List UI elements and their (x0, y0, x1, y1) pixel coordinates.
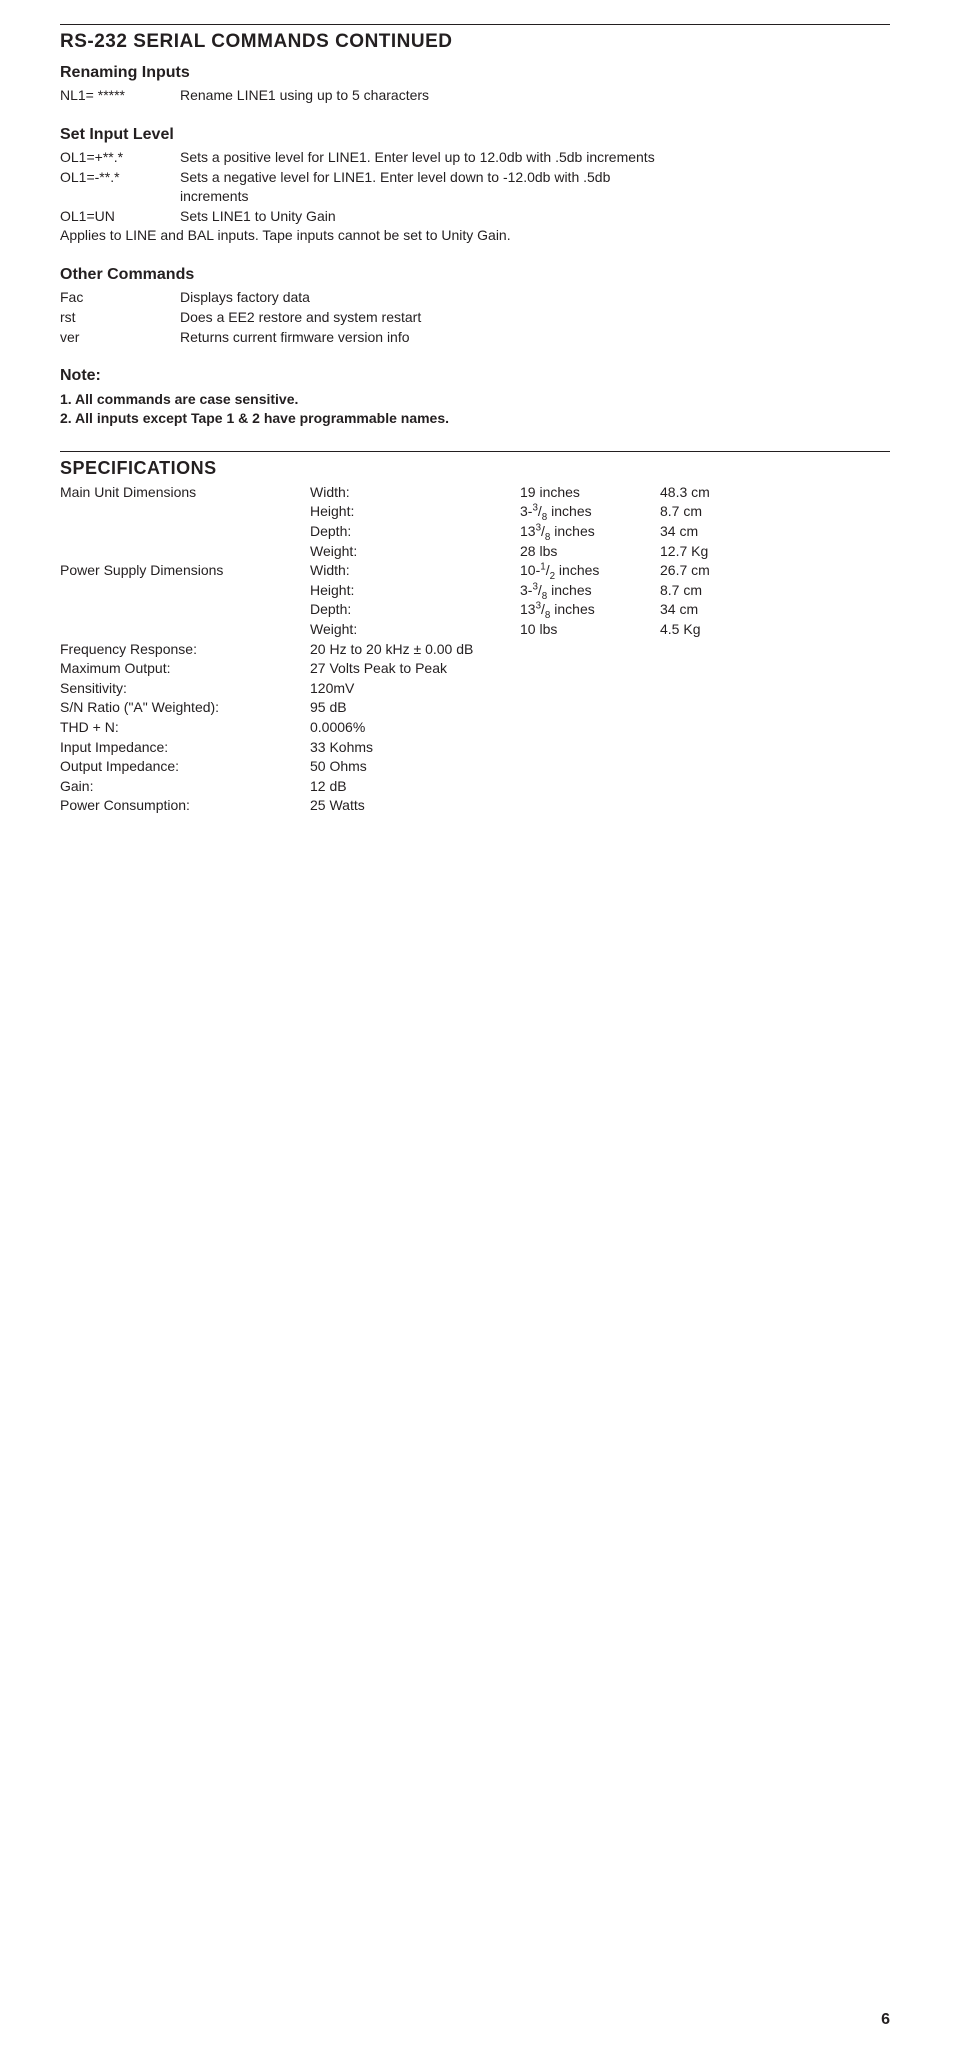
specs-v1: 133/8 inches (520, 522, 660, 542)
page-number: 6 (881, 2009, 890, 2031)
specs-v2: 34 cm (660, 600, 890, 620)
other-desc-0: Displays factory data (180, 288, 890, 308)
rename-heading: Renaming Inputs (60, 62, 890, 84)
specs-v2: 34 cm (660, 522, 890, 542)
specs-label: Frequency Response: (60, 640, 310, 660)
rename-desc: Rename LINE1 using up to 5 characters (180, 86, 890, 106)
specs-v1: 28 lbs (520, 542, 660, 562)
title: RS-232 SERIAL COMMANDS CONTINUED (60, 29, 890, 56)
specs-v2: 12.7 Kg (660, 542, 890, 562)
setlevel-row-1b: increments (60, 187, 890, 207)
specs-v1: 19 inches (520, 483, 660, 503)
specs-key: 12 dB (310, 777, 520, 797)
specs-key: 50 Ohms (310, 757, 520, 777)
setlevel-desc-1a: Sets a negative level for LINE1. Enter l… (180, 168, 890, 188)
specs-row: Input Impedance:33 Kohms (60, 738, 890, 758)
specs-v1: 3-3/8 inches (520, 502, 660, 522)
setlevel-row-0: OL1=+**.* Sets a positive level for LINE… (60, 148, 890, 168)
setlevel-note: Applies to LINE and BAL inputs. Tape inp… (60, 226, 890, 246)
other-cmd-1: rst (60, 308, 180, 328)
setlevel-cmd-2: OL1=UN (60, 207, 180, 227)
specs-key: Weight: (310, 542, 520, 562)
other-cmd-2: ver (60, 328, 180, 348)
rule-top (60, 24, 890, 25)
specs-row: Depth:133/8 inches34 cm (60, 600, 890, 620)
specs-label: Main Unit Dimensions (60, 483, 310, 503)
specs-label: Input Impedance: (60, 738, 310, 758)
specs-key: Height: (310, 581, 520, 601)
other-row-1: rst Does a EE2 restore and system restar… (60, 308, 890, 328)
specs-row: Output Impedance:50 Ohms (60, 757, 890, 777)
specs-v2: 4.5 Kg (660, 620, 890, 640)
specs-row: Weight:28 lbs12.7 Kg (60, 542, 890, 562)
specs-label: S/N Ratio ("A" Weighted): (60, 698, 310, 718)
rename-cmd: NL1= ***** (60, 86, 180, 106)
setlevel-cmd-1: OL1=-**.* (60, 168, 180, 188)
specs-label: Maximum Output: (60, 659, 310, 679)
other-desc-2: Returns current firmware version info (180, 328, 890, 348)
setlevel-row-1a: OL1=-**.* Sets a negative level for LINE… (60, 168, 890, 188)
specs-key: Width: (310, 483, 520, 503)
specs-row: Weight:10 lbs4.5 Kg (60, 620, 890, 640)
other-cmd-0: Fac (60, 288, 180, 308)
notes-heading: Note: (60, 365, 890, 387)
notes-line2: 2. All inputs except Tape 1 & 2 have pro… (60, 409, 890, 429)
specs-key: Width: (310, 561, 520, 581)
specs-row: Power Consumption:25 Watts (60, 796, 890, 816)
rename-row: NL1= ***** Rename LINE1 using up to 5 ch… (60, 86, 890, 106)
other-desc-1: Does a EE2 restore and system restart (180, 308, 890, 328)
other-heading: Other Commands (60, 264, 890, 286)
rule-specs (60, 451, 890, 452)
specs-row: Frequency Response:20 Hz to 20 kHz ± 0.0… (60, 640, 890, 660)
specs-v1: 3-3/8 inches (520, 581, 660, 601)
specs-v2: 8.7 cm (660, 581, 890, 601)
specs-row: THD + N:0.0006% (60, 718, 890, 738)
specs-key: Height: (310, 502, 520, 522)
other-row-0: Fac Displays factory data (60, 288, 890, 308)
specs-v1: 133/8 inches (520, 600, 660, 620)
specs-v1: 10 lbs (520, 620, 660, 640)
setlevel-desc-2: Sets LINE1 to Unity Gain (180, 207, 890, 227)
setlevel-row-2: OL1=UN Sets LINE1 to Unity Gain (60, 207, 890, 227)
specs-row: Main Unit DimensionsWidth:19 inches48.3 … (60, 483, 890, 503)
specs-row: Power Supply DimensionsWidth:10-1/2 inch… (60, 561, 890, 581)
specs-v2: 48.3 cm (660, 483, 890, 503)
specs-row: Depth:133/8 inches34 cm (60, 522, 890, 542)
specs-key: Weight: (310, 620, 520, 640)
specs-label: THD + N: (60, 718, 310, 738)
specs-row: Height:3-3/8 inches8.7 cm (60, 581, 890, 601)
specs-key: Depth: (310, 600, 520, 620)
specs-key: 20 Hz to 20 kHz ± 0.00 dB (310, 640, 520, 660)
specs-v2: 26.7 cm (660, 561, 890, 581)
specs-key: 27 Volts Peak to Peak (310, 659, 520, 679)
specs-heading: SPECIFICATIONS (60, 456, 890, 481)
specs-key: 0.0006% (310, 718, 520, 738)
specs-row: Maximum Output:27 Volts Peak to Peak (60, 659, 890, 679)
specs-label: Output Impedance: (60, 757, 310, 777)
notes-line1: 1. All commands are case sensitive. (60, 390, 890, 410)
setlevel-heading: Set Input Level (60, 124, 890, 146)
specs-v1: 10-1/2 inches (520, 561, 660, 581)
setlevel-cmd-0: OL1=+**.* (60, 148, 180, 168)
specs-row: S/N Ratio ("A" Weighted):95 dB (60, 698, 890, 718)
specs-key: 95 dB (310, 698, 520, 718)
specs-key: 25 Watts (310, 796, 520, 816)
specs-body: Main Unit DimensionsWidth:19 inches48.3 … (60, 483, 890, 816)
specs-v2: 8.7 cm (660, 502, 890, 522)
specs-row: Gain:12 dB (60, 777, 890, 797)
specs-label: Sensitivity: (60, 679, 310, 699)
other-row-2: ver Returns current firmware version inf… (60, 328, 890, 348)
specs-key: 33 Kohms (310, 738, 520, 758)
specs-key: 120mV (310, 679, 520, 699)
setlevel-desc-1b: increments (180, 187, 890, 207)
specs-label: Gain: (60, 777, 310, 797)
specs-label: Power Consumption: (60, 796, 310, 816)
specs-row: Sensitivity:120mV (60, 679, 890, 699)
specs-row: Height:3-3/8 inches8.7 cm (60, 502, 890, 522)
specs-key: Depth: (310, 522, 520, 542)
setlevel-desc-0: Sets a positive level for LINE1. Enter l… (180, 148, 890, 168)
specs-label: Power Supply Dimensions (60, 561, 310, 581)
page: RS-232 SERIAL COMMANDS CONTINUED Renamin… (0, 0, 960, 2061)
